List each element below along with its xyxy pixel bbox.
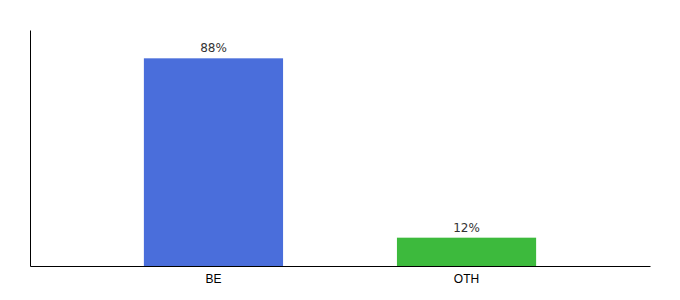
chart-svg: BE OTH 88% 12%	[0, 0, 680, 300]
chart-container: BE OTH 88% 12%	[0, 0, 680, 300]
y-axis-line	[30, 31, 31, 267]
x-tick: BE	[205, 272, 221, 286]
plot-area: BE OTH 88% 12%	[31, 31, 651, 286]
x-tick-label: BE	[205, 272, 221, 286]
x-axis-line	[31, 266, 651, 267]
y-axis	[30, 31, 31, 267]
x-tick: OTH	[454, 272, 479, 286]
data-label: 12%	[453, 221, 480, 235]
bar	[144, 58, 283, 266]
x-axis: BE OTH	[31, 267, 651, 286]
data-label: 88%	[200, 41, 227, 55]
x-tick-label: OTH	[454, 272, 479, 286]
bar	[397, 238, 536, 266]
bars	[144, 58, 536, 266]
data-labels: 88% 12%	[200, 41, 480, 234]
